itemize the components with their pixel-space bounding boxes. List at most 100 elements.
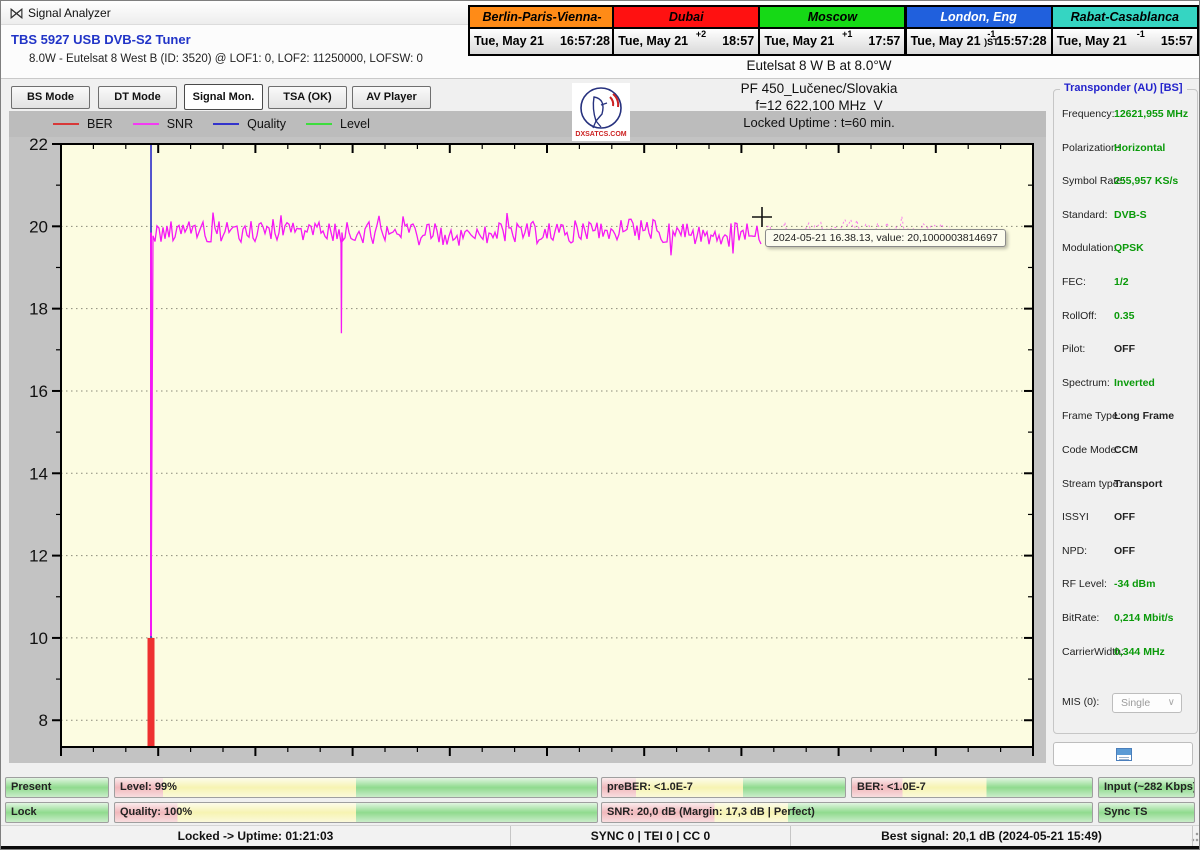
transponder-label-1: Polarization:	[1062, 141, 1120, 154]
svg-text:18: 18	[29, 300, 48, 319]
mis-dropdown[interactable]: Single ∨	[1112, 693, 1182, 713]
transponder-value-12: OFF	[1114, 511, 1135, 524]
clock-utc-offset: -1	[1136, 29, 1145, 39]
indicator-quality: Quality: 100%	[114, 802, 598, 823]
legend-item-level: Level	[306, 117, 370, 131]
clock-time: 18:57	[722, 34, 755, 48]
clock-time-row: Tue, May 21 -1)ST 15:57:28	[904, 29, 1053, 56]
transponder-label-7: Pilot:	[1062, 343, 1086, 356]
legend-item-ber: BER	[53, 117, 113, 131]
clock-date: Tue, May 21	[764, 34, 835, 48]
clock-utc-offset: +1	[842, 29, 853, 39]
transponder-label-6: RollOff:	[1062, 309, 1097, 322]
clock-time: 15:57:28	[996, 34, 1047, 48]
indicator-ber: BER: <1.0E-7	[851, 777, 1093, 798]
status-best-signal: Best signal: 20,1 dB (2024-05-21 15:49)	[791, 826, 1193, 847]
indicator-snr: SNR: 20,0 dB (Margin: 17,3 dB | Perfect)	[601, 802, 1093, 823]
transponder-label-3: Standard:	[1062, 208, 1108, 221]
frequency-label: f=12 622,100 MHz_V	[755, 98, 883, 113]
clock-rabat-casablanca: Rabat-Casablanca Tue, May 21 -1 15:57	[1050, 5, 1199, 56]
svg-text:14: 14	[29, 464, 48, 483]
svg-text:8: 8	[39, 711, 48, 730]
indicator-level: Level: 99%	[114, 777, 598, 798]
legend-label: Quality	[247, 117, 287, 131]
transponder-label-0: Frequency:	[1062, 108, 1115, 120]
tab-tsa-ok-[interactable]: TSA (OK)	[268, 86, 347, 109]
tab-av-player[interactable]: AV Player	[352, 86, 431, 109]
svg-text:20: 20	[29, 217, 48, 236]
tuner-subtitle: 8.0W - Eutelsat 8 West B (ID: 3520) @ LO…	[29, 53, 423, 65]
transponder-label-15: BitRate:	[1062, 612, 1100, 624]
clock-time-row: Tue, May 21 16:57:28	[468, 29, 616, 56]
crosshair-cursor	[752, 207, 772, 227]
status-lock-uptime: Locked -> Uptime: 01:21:03	[1, 826, 511, 847]
mis-selected-value: Single	[1121, 697, 1151, 709]
transponder-value-7: OFF	[1114, 343, 1135, 356]
tuner-title: TBS 5927 USB DVB-S2 Tuner	[11, 32, 191, 47]
clock-utc-offset: -1)ST	[984, 29, 999, 47]
clock-city-label: Berlin-Paris-Vienna-Roma	[468, 5, 616, 44]
legend-strip: BER SNR Quality Level	[9, 111, 1046, 137]
legend-label: SNR	[166, 117, 194, 131]
transponder-value-9: Long Frame	[1114, 410, 1175, 423]
indicator-sync-ts: Sync TS	[1098, 802, 1195, 823]
legend-color-dash	[306, 123, 333, 125]
resize-grip[interactable]	[1189, 832, 1199, 842]
transponder-value-0: 12621,955 MHz	[1114, 108, 1189, 120]
signal-chart[interactable]: 8 10 12 14 16 18 20 22	[9, 111, 1046, 763]
transponder-title: Transponder (AU) [BS]	[1060, 82, 1187, 94]
clock-date: Tue, May 21	[1056, 34, 1127, 48]
svg-text:10: 10	[29, 629, 48, 648]
clock-time: 17:57	[868, 34, 901, 48]
bottom-strip	[1, 846, 1199, 849]
transponder-value-6: 0.35	[1114, 309, 1135, 322]
clock-time-row: Tue, May 21 -1 15:57	[1050, 29, 1199, 56]
transponder-value-1: Horizontal	[1114, 141, 1166, 154]
transponder-list-button[interactable]	[1053, 742, 1193, 766]
transponder-value-4: QPSK	[1114, 242, 1144, 255]
clock-city-label: London, Eng	[904, 5, 1053, 29]
transponder-label-4: Modulation:	[1062, 242, 1117, 255]
transponder-value-3: DVB-S	[1114, 208, 1147, 221]
transponder-label-9: Frame Type:	[1062, 410, 1121, 423]
legend-color-dash	[53, 123, 79, 125]
clock-date: Tue, May 21	[910, 34, 981, 48]
transponder-value-2: 255,957 KS/s	[1114, 175, 1179, 188]
world-clocks: Berlin-Paris-Vienna-RomaTue, May 2116:57…	[468, 5, 1199, 56]
transponder-label-11: Stream type:	[1062, 477, 1122, 490]
transponder-label-13: NPD:	[1062, 544, 1088, 557]
transponder-value-15: 0,214 Mbit/s	[1114, 612, 1174, 624]
status-bar: Locked -> Uptime: 01:21:03 SYNC 0 | TEI 0…	[1, 825, 1199, 847]
transponder-label-16: CarrierWidth:	[1062, 645, 1124, 658]
clock-time-row: Tue, May 21 +2 18:57	[612, 29, 761, 56]
chevron-down-icon: ∨	[1167, 697, 1175, 708]
legend-item-quality: Quality	[213, 117, 286, 131]
tab-dt-mode[interactable]: DT Mode	[98, 86, 177, 109]
list-icon	[1116, 748, 1132, 761]
chart-tooltip: 2024-05-21 16.38.13, value: 20,100000381…	[765, 229, 1006, 247]
chart-panel: BER SNR Quality Level 8 10 12 14 16 18 20 22	[9, 111, 1046, 763]
clock-utc-offset: +2	[695, 29, 707, 39]
tab-signal-mon-[interactable]: Signal Mon.	[184, 84, 263, 110]
indicator-present: Present	[5, 777, 109, 798]
site-label: PF 450_Lučenec/Slovakia	[740, 81, 898, 96]
dxsatcs-logo: DXSATCS.COM	[572, 83, 630, 141]
clock-city-label: Dubai	[612, 5, 761, 29]
clock-date: Tue, May 21	[618, 34, 689, 48]
clock-time: 16:57:28	[559, 34, 610, 48]
clock-london-eng: London, Eng Tue, May 21 -1)ST 15:57:28	[904, 5, 1053, 56]
transponder-value-10: CCM	[1114, 444, 1138, 456]
indicator-input-282-kbps-: Input (~282 Kbps)	[1098, 777, 1195, 798]
clock-dubai: Dubai Tue, May 21 +2 18:57	[612, 5, 761, 56]
tab-bs-mode[interactable]: BS Mode	[11, 86, 90, 109]
clock-time: 15:57	[1160, 34, 1193, 48]
clock-date: Tue, May 21	[474, 34, 544, 48]
transponder-value-16: 0,344 MHz	[1114, 645, 1165, 658]
chart-legend: BER SNR Quality Level	[53, 117, 370, 131]
transponder-label-12: ISSYI	[1062, 511, 1089, 524]
svg-text:12: 12	[29, 547, 48, 566]
window-title: Signal Analyzer	[28, 6, 111, 20]
transponder-value-5: 1/2	[1114, 276, 1129, 288]
legend-color-dash	[213, 123, 240, 125]
transponder-value-14: -34 dBm	[1114, 578, 1156, 591]
